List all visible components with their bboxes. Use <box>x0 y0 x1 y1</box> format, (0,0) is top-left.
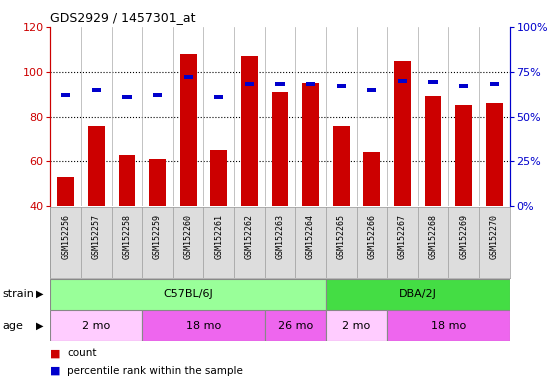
Text: GSM152257: GSM152257 <box>92 214 101 259</box>
Text: GSM152268: GSM152268 <box>428 214 437 259</box>
Text: GSM152263: GSM152263 <box>276 214 284 259</box>
Bar <box>50 310 142 341</box>
Bar <box>149 159 166 206</box>
Text: percentile rank within the sample: percentile rank within the sample <box>67 366 243 376</box>
Bar <box>424 96 441 206</box>
Bar <box>92 88 101 92</box>
Bar <box>241 56 258 206</box>
Text: GSM152269: GSM152269 <box>459 214 468 259</box>
Bar <box>486 103 503 206</box>
Text: GSM152265: GSM152265 <box>337 214 346 259</box>
Bar <box>265 310 326 341</box>
Bar <box>50 279 326 310</box>
Text: GSM152264: GSM152264 <box>306 214 315 259</box>
Text: 26 mo: 26 mo <box>278 321 313 331</box>
Bar <box>88 126 105 206</box>
Bar <box>214 95 223 99</box>
Text: GSM152259: GSM152259 <box>153 214 162 259</box>
Bar <box>245 82 254 86</box>
Bar <box>428 81 438 84</box>
Bar <box>211 150 227 206</box>
Text: 18 mo: 18 mo <box>431 321 466 331</box>
Bar <box>326 279 510 310</box>
Text: ▶: ▶ <box>36 321 44 331</box>
Bar <box>272 92 288 206</box>
Bar <box>153 93 162 97</box>
Bar <box>302 83 319 206</box>
Text: strain: strain <box>3 289 35 299</box>
Text: GSM152261: GSM152261 <box>214 214 223 259</box>
Text: GSM152256: GSM152256 <box>61 214 70 259</box>
Text: GSM152267: GSM152267 <box>398 214 407 259</box>
Bar <box>387 310 510 341</box>
Text: GDS2929 / 1457301_at: GDS2929 / 1457301_at <box>50 11 196 24</box>
Bar <box>306 82 315 86</box>
Bar <box>489 82 499 86</box>
Text: GSM152266: GSM152266 <box>367 214 376 259</box>
Text: 2 mo: 2 mo <box>342 321 371 331</box>
Bar <box>57 177 74 206</box>
Text: 2 mo: 2 mo <box>82 321 110 331</box>
Text: GSM152270: GSM152270 <box>490 214 499 259</box>
Text: ▶: ▶ <box>36 289 44 299</box>
Bar <box>276 82 284 86</box>
Bar <box>337 84 346 88</box>
Bar <box>363 152 380 206</box>
Text: C57BL/6J: C57BL/6J <box>164 289 213 299</box>
Bar <box>326 310 387 341</box>
Text: ■: ■ <box>50 366 61 376</box>
Bar <box>367 88 376 92</box>
Text: 18 mo: 18 mo <box>186 321 221 331</box>
Text: count: count <box>67 348 97 358</box>
Bar <box>455 105 472 206</box>
Bar <box>398 79 407 83</box>
Bar <box>394 61 411 206</box>
Text: GSM152260: GSM152260 <box>184 214 193 259</box>
Text: age: age <box>3 321 24 331</box>
Bar <box>333 126 349 206</box>
Bar <box>142 310 265 341</box>
Text: GSM152262: GSM152262 <box>245 214 254 259</box>
Bar <box>119 155 136 206</box>
Bar <box>122 95 132 99</box>
Text: GSM152258: GSM152258 <box>123 214 132 259</box>
Bar <box>459 84 468 88</box>
Bar <box>180 54 197 206</box>
Text: ■: ■ <box>50 348 61 358</box>
Bar <box>184 75 193 79</box>
Bar <box>61 93 71 97</box>
Text: DBA/2J: DBA/2J <box>399 289 437 299</box>
